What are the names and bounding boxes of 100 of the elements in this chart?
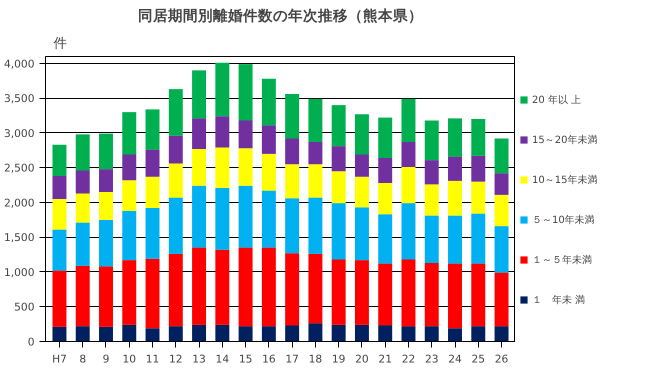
bar	[238, 186, 253, 248]
bar	[76, 222, 90, 266]
x-tick-label: 12	[169, 352, 183, 366]
bar	[238, 326, 253, 342]
x-tick-label: 19	[332, 352, 346, 366]
bar	[99, 326, 113, 342]
bar	[168, 254, 183, 326]
legend-label: １～５年未満	[532, 254, 592, 266]
bar	[378, 326, 392, 342]
bar	[99, 266, 113, 327]
bar	[285, 94, 300, 139]
bar	[471, 156, 486, 182]
legend-label: 15～20年未満	[532, 134, 598, 146]
bar	[168, 89, 183, 136]
bar	[308, 254, 322, 324]
bar	[308, 164, 322, 198]
bar	[448, 328, 462, 342]
bar	[192, 248, 206, 325]
x-tick-label: 22	[402, 352, 416, 366]
x-tick-label: 13	[192, 352, 206, 366]
x-tick-label: 14	[216, 352, 230, 366]
bar	[122, 112, 136, 155]
bar	[215, 116, 230, 148]
bar	[471, 326, 486, 342]
bar	[238, 248, 253, 326]
y-tick-label: 1,000	[4, 266, 35, 279]
bar	[262, 78, 276, 126]
y-tick-label: 0	[28, 336, 35, 348]
bar	[332, 203, 346, 260]
bar	[424, 120, 439, 160]
bar	[471, 214, 486, 264]
bar	[146, 109, 160, 150]
x-tick-label: 16	[262, 352, 276, 366]
bar	[401, 259, 416, 326]
bar	[378, 264, 392, 326]
bar	[146, 208, 160, 259]
bar	[192, 118, 206, 149]
bar	[332, 171, 346, 204]
y-tick-label: 2,500	[4, 162, 35, 175]
bar	[332, 259, 346, 325]
bar	[424, 160, 439, 184]
bar	[494, 194, 509, 226]
chart-title: 同居期間別離婚件数の年次推移（熊本県）	[138, 8, 423, 24]
bar	[52, 199, 66, 230]
y-tick-label: 2,000	[4, 196, 35, 210]
legend-label: 20 年以 上	[532, 94, 582, 106]
bar	[192, 324, 206, 342]
bar	[354, 324, 369, 342]
bar	[494, 326, 509, 342]
bar	[448, 264, 462, 328]
bar	[494, 226, 509, 273]
x-tick-label: 9	[102, 352, 110, 366]
bar	[215, 188, 230, 250]
bar	[238, 120, 253, 148]
bar	[76, 266, 90, 326]
bar	[122, 260, 136, 325]
legend-label: 10～15年未満	[532, 174, 598, 186]
x-tick-label: 17	[285, 352, 299, 366]
x-tick-label: 11	[146, 352, 160, 366]
bar	[308, 98, 322, 142]
bar	[76, 193, 90, 223]
bar	[122, 180, 136, 211]
bar	[285, 198, 300, 254]
bar	[471, 264, 486, 326]
x-tick-label: 21	[378, 352, 392, 366]
bar	[471, 119, 486, 156]
bar	[354, 176, 369, 208]
bar	[285, 253, 300, 326]
bar	[122, 324, 136, 342]
bar	[378, 214, 392, 264]
bar	[424, 184, 439, 216]
bar	[378, 118, 392, 158]
bar	[354, 207, 369, 260]
bar	[99, 192, 113, 220]
y-tick-label: 1,500	[4, 231, 35, 244]
bar	[238, 64, 253, 120]
x-tick-label: 15	[238, 352, 252, 366]
bar	[401, 203, 416, 260]
bar	[494, 272, 509, 326]
x-tick-label: 18	[308, 352, 322, 366]
x-tick-label: 26	[494, 352, 509, 366]
bar	[424, 326, 439, 342]
bar	[308, 142, 322, 164]
bar	[192, 148, 206, 186]
bar	[192, 70, 206, 118]
bar	[262, 154, 276, 191]
bar	[401, 98, 416, 142]
bar	[494, 173, 509, 195]
x-tick-label: 10	[122, 352, 136, 366]
bar	[238, 148, 253, 186]
bar	[262, 326, 276, 342]
bar	[332, 105, 346, 146]
bar	[262, 190, 276, 248]
bar	[52, 176, 66, 199]
bar	[122, 210, 136, 260]
bar	[262, 248, 276, 326]
bar	[332, 146, 346, 172]
bar	[99, 220, 113, 266]
x-tick-label: 24	[448, 352, 462, 366]
x-tick-label: 8	[79, 352, 86, 366]
